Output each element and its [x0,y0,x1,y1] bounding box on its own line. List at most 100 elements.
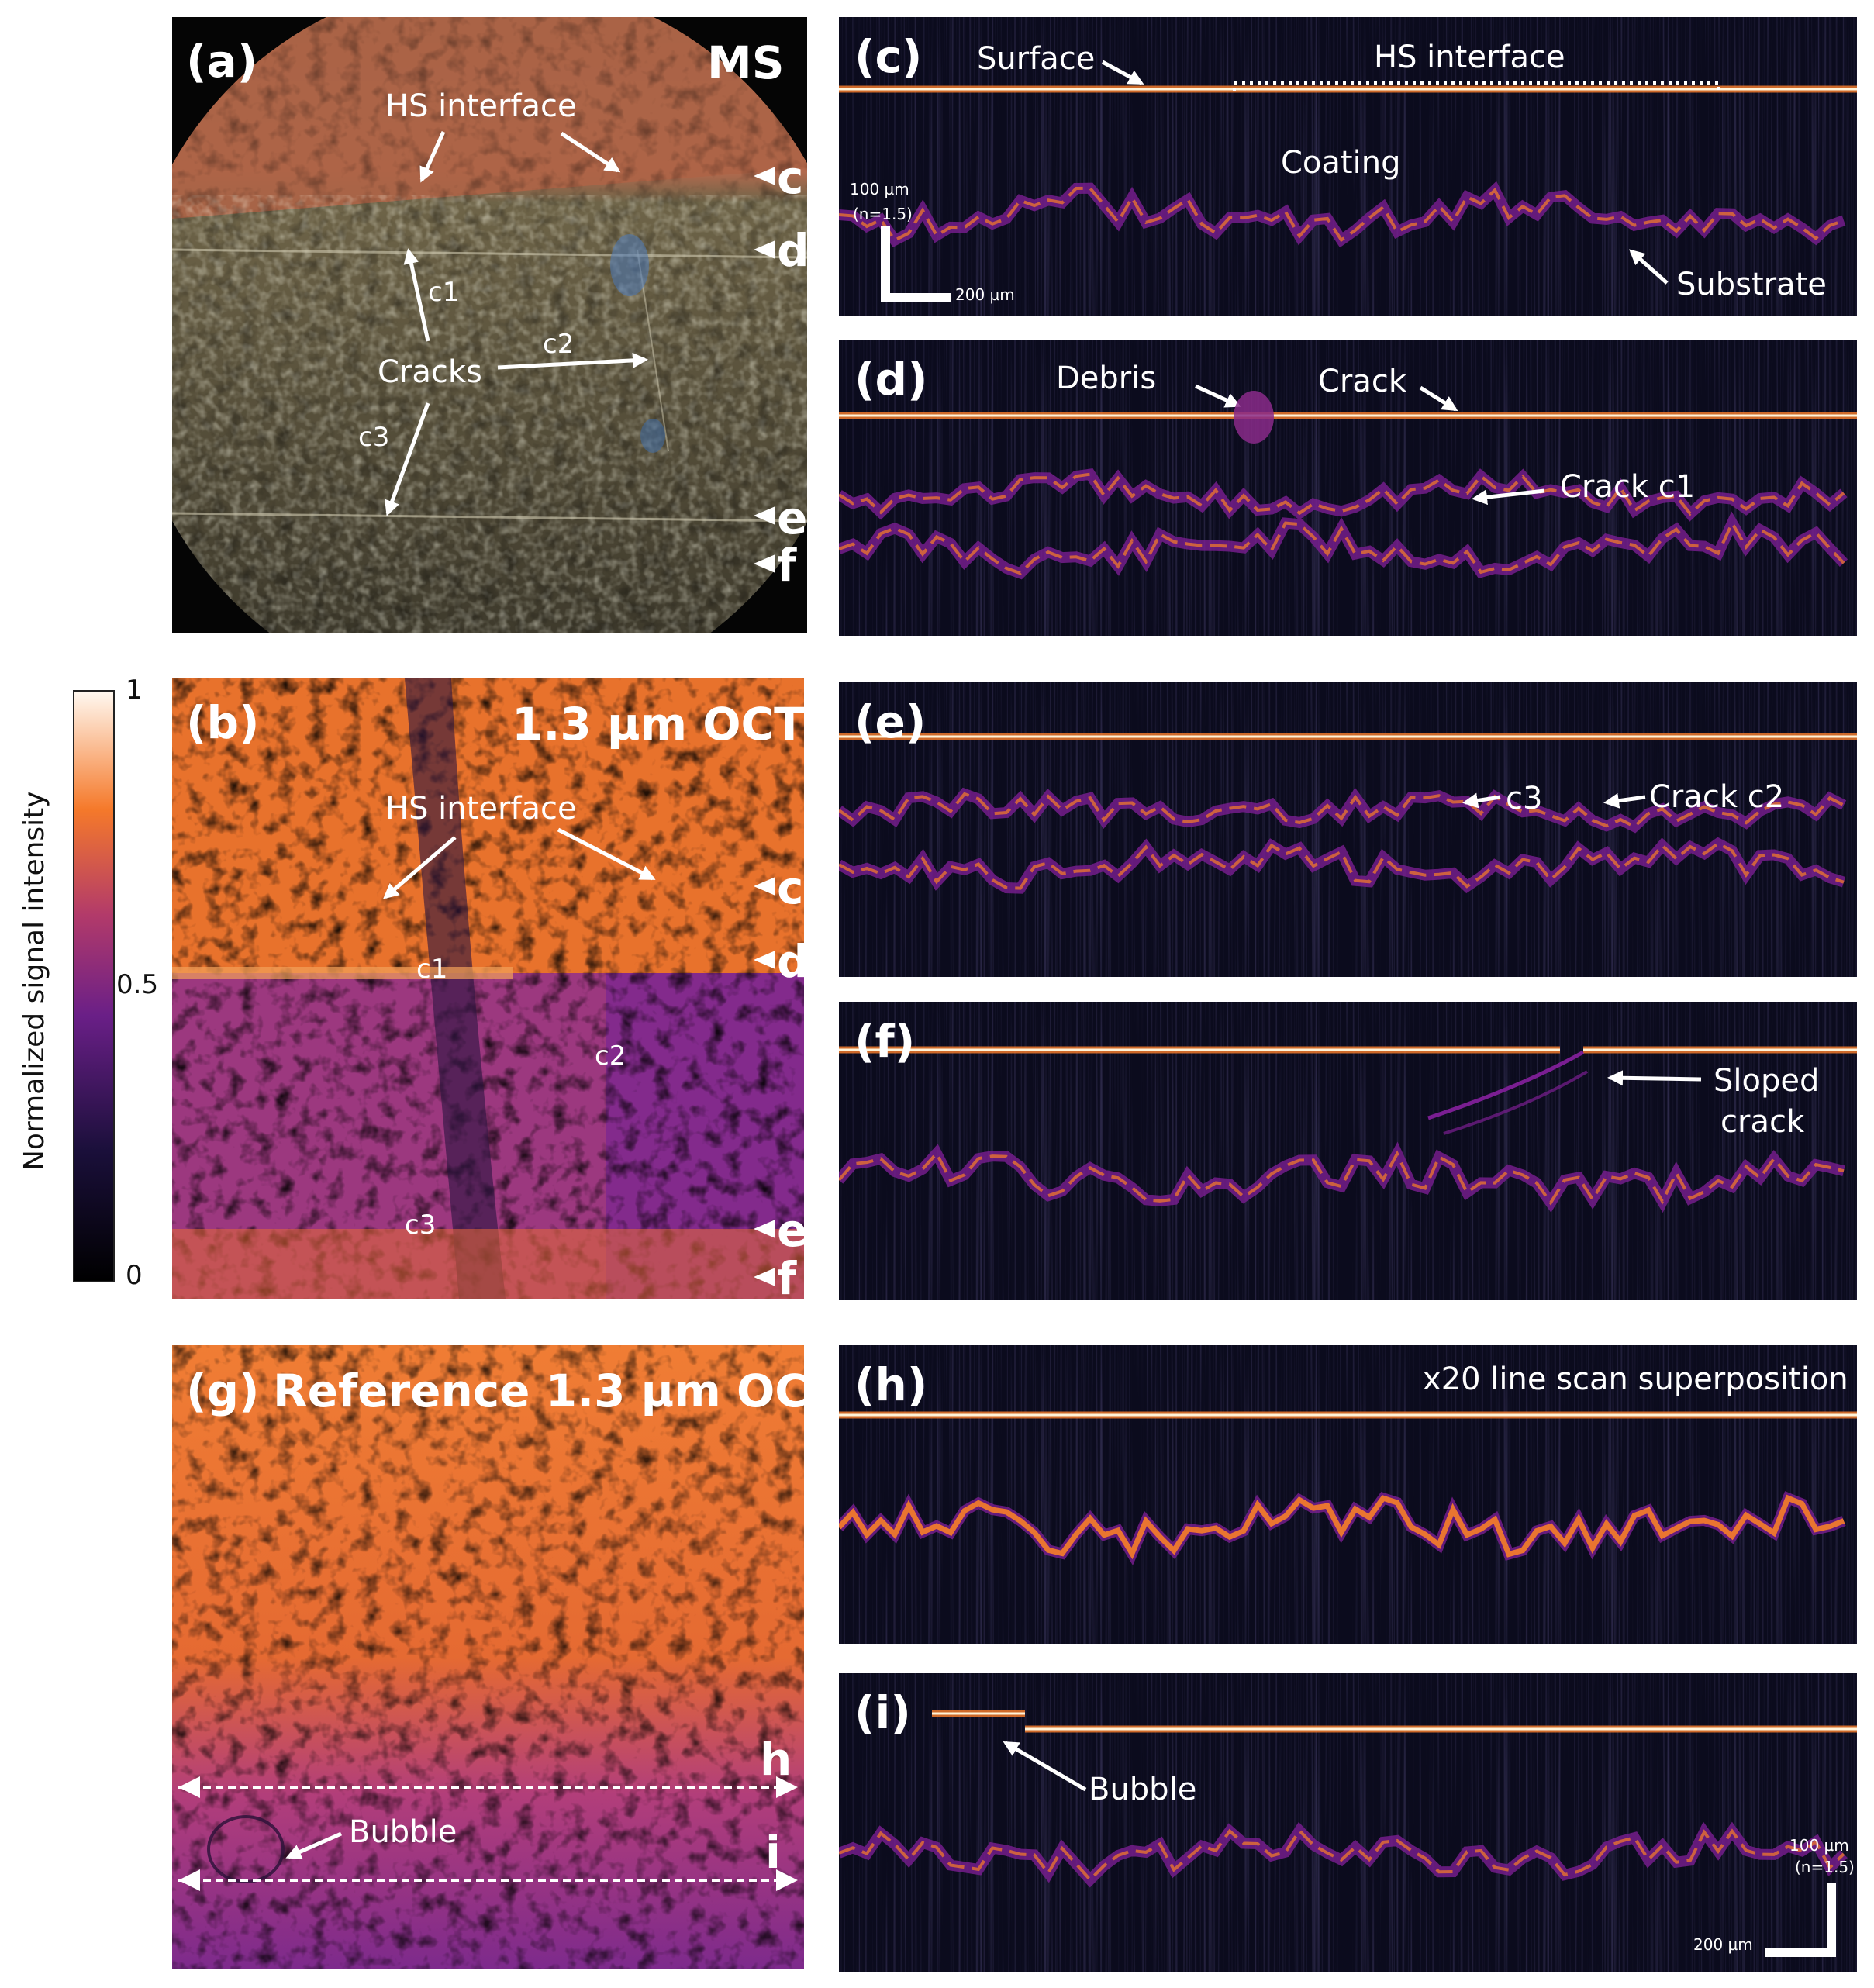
panel-a-hs-interface: HS interface [385,88,577,124]
panel-b-mark-f: f [777,1252,797,1299]
panel-c-label: (c) [854,30,923,83]
bscan-noise [839,682,1857,977]
c3-arrow [1462,792,1501,809]
panel-d-label: (d) [854,353,928,406]
panel-g-modality: Reference 1.3 µm OCT [273,1365,804,1417]
substrate-interface-bright [839,792,1845,829]
panel-b-modality: 1.3 µm OCT [512,698,804,751]
panel-c-hs-interface: HS interface [1374,40,1565,75]
panel-g-bubble: Bubble [349,1814,457,1850]
panel-c-scale-h: 200 µm [955,285,1015,304]
panel-a-c3: c3 [358,422,390,453]
panel-g-reference-oct-image: (g) Reference 1.3 µm OCT Bubble h i [172,1345,804,1969]
panel-a-mark-d: d [777,224,807,277]
scale-bar [1765,1883,1836,1957]
panel-b-c2: c2 [595,1041,626,1072]
colorbar-tick-0: 0 [126,1260,143,1291]
panel-b-oct-image: (b) 1.3 µm OCT HS interface c1 c2 c3 c d… [172,678,804,1299]
panel-i-bscan: (i) Bubble 100 µm (n=1.5) 200 µm [839,1673,1857,1972]
panel-a-mark-c: c [777,151,804,204]
panel-i-scale-h: 200 µm [1693,1935,1753,1954]
panel-e-bscan: (e) c3 Crack c2 [839,682,1857,977]
substrate-interface-bright [839,841,1845,890]
panel-e-c3: c3 [1506,781,1543,816]
panel-h-note: x20 line scan superposition [1423,1362,1848,1397]
substrate-interface-bright [839,186,1845,243]
panel-i-scale-v: 100 µm [1789,1836,1849,1855]
substrate-interface [839,468,1848,522]
panel-i-label: (i) [854,1686,911,1739]
bscan-i-graphic [839,1673,1857,1972]
panel-d-crack-c1: Crack c1 [1560,469,1696,505]
panel-f-label: (f) [854,1015,916,1068]
panel-a-cracks: Cracks [378,354,482,390]
debris-arrow [1194,384,1241,408]
panel-g-label: (g) [186,1365,260,1417]
panel-f-crack: crack [1720,1104,1805,1140]
bscan-f-graphic [839,1002,1857,1300]
bscan-c-graphic [839,17,1857,316]
panel-h-bscan: (h) x20 line scan superposition [839,1345,1857,1644]
panel-i-scale-v-note: (n=1.5) [1795,1858,1855,1876]
panel-a-modality: MS [707,36,785,89]
panel-c-substrate: Substrate [1676,267,1827,302]
bubble-arrow [1003,1741,1087,1792]
panel-e-crack-c2: Crack c2 [1649,779,1785,815]
panel-b-mark-d: d [777,935,804,988]
oct-enface-graphic [172,678,804,1299]
panel-d-crack: Crack [1318,364,1407,399]
colorbar-title: Normalized signal intensity [19,791,50,1171]
bscan-noise [839,1345,1857,1644]
panel-b-hs-interface: HS interface [385,791,577,827]
substrate-interface-bright [839,1828,1845,1883]
panel-g-line-i: i [765,1826,781,1879]
bscan-noise [839,1673,1857,1972]
panel-g-line-h: h [760,1733,792,1786]
substrate-interface-bright [839,519,1845,575]
crack-arrow [1419,385,1458,412]
panel-a-ms-image: (a) MS HS interface c1 c2 Cracks c3 c d … [172,17,807,633]
panel-h-label: (h) [854,1358,928,1411]
panel-c-scale-v: 100 µm [850,180,909,198]
panel-a-c2: c2 [543,329,575,360]
panel-c-bscan: (c) Surface HS interface Coating Substra… [839,17,1857,316]
panel-a-label: (a) [186,35,258,88]
panel-b-c1: c1 [416,954,448,985]
panel-a-mark-f: f [777,539,797,592]
debris-blob [1234,391,1274,444]
panel-b-mark-c: c [777,861,804,914]
bscan-noise [839,17,1857,316]
panel-a-c1: c1 [428,277,460,308]
panel-e-label: (e) [854,695,927,748]
substrate-arrow [1629,249,1669,285]
panel-b-label: (b) [186,696,260,749]
panel-f-bscan: (f) Sloped crack [839,1002,1857,1300]
sloped-crack-line [1427,1050,1585,1120]
colorbar-tick-1: 1 [126,675,143,706]
sloped-crack-line-2 [1443,1070,1589,1135]
panel-a-mark-e: e [777,492,807,544]
bscan-d-graphic [839,340,1857,636]
panel-b-c3: c3 [405,1210,437,1241]
colorbar-tick-05: 0.5 [116,969,159,1000]
panel-d-debris: Debris [1056,361,1157,396]
substrate-interface-bright [839,1494,1845,1560]
sloped-crack-arrow [1607,1070,1702,1086]
panel-d-bscan: (d) Debris Crack Crack c1 [839,340,1857,636]
bscan-e-graphic [839,682,1857,977]
panel-c-coating: Coating [1281,145,1401,181]
panel-c-scale-v-note: (n=1.5) [853,205,913,223]
colorbar [73,690,115,1282]
panel-f-sloped: Sloped [1714,1063,1820,1099]
bscan-h-graphic [839,1345,1857,1644]
crack-c1-arrow [1472,488,1545,506]
panel-b-mark-e: e [777,1204,804,1257]
panel-c-surface: Surface [977,41,1096,77]
substrate-interface-bright [839,1150,1845,1206]
hs-interface-bracket [1233,81,1720,91]
reference-enface-graphic [172,1345,804,1969]
crack-c2-arrow [1603,792,1646,809]
ms-image-graphic [172,17,807,633]
surface-arrow [1101,60,1144,85]
panel-i-bubble: Bubble [1089,1772,1197,1807]
